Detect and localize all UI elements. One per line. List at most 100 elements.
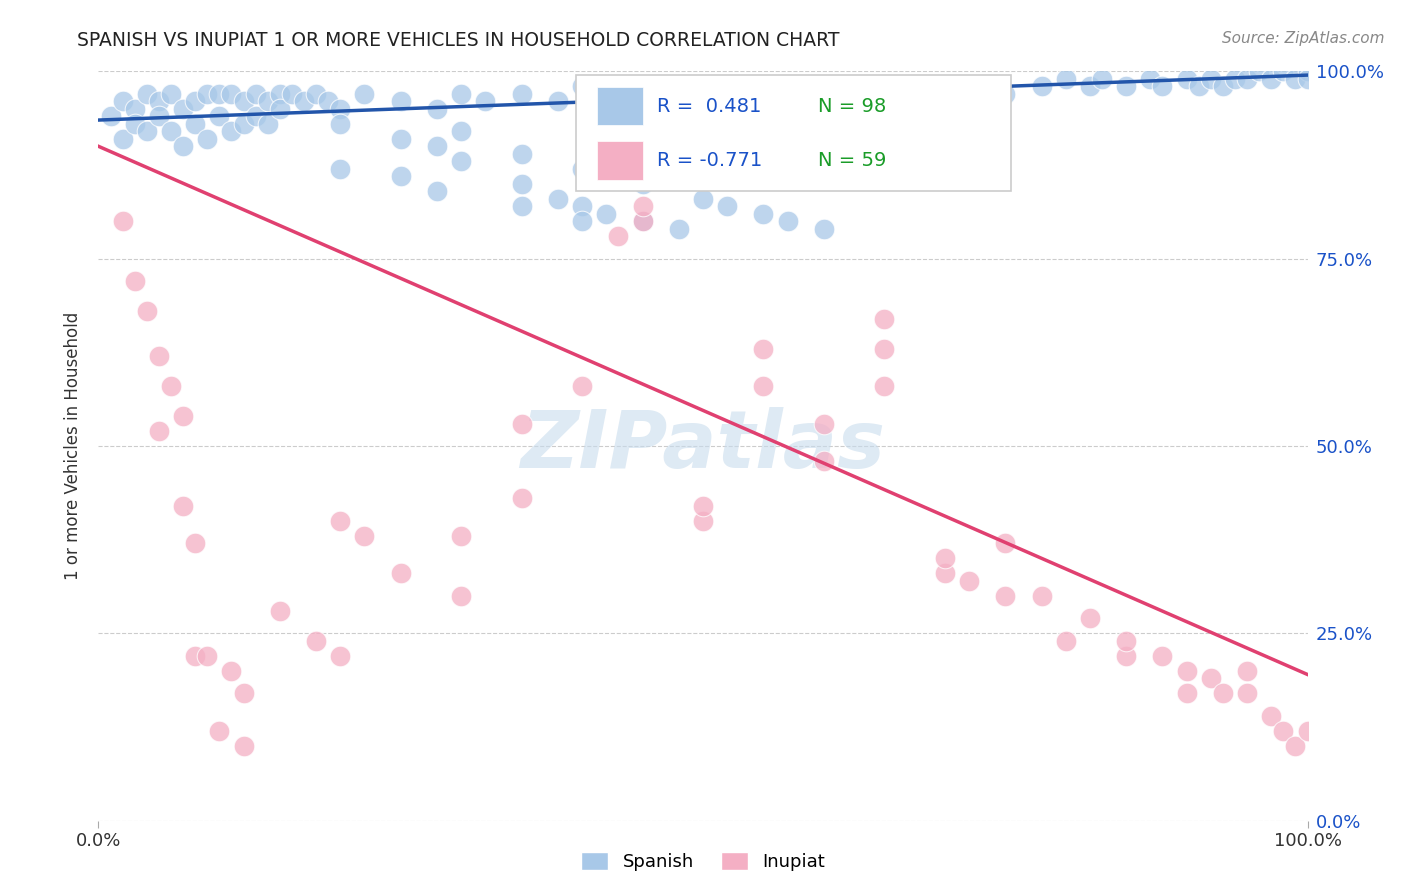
Point <box>692 192 714 206</box>
Point <box>135 124 157 138</box>
Point <box>631 214 654 228</box>
Point <box>221 664 243 678</box>
Point <box>1175 664 1198 678</box>
Point <box>813 454 835 468</box>
Point <box>426 102 449 116</box>
Y-axis label: 1 or more Vehicles in Household: 1 or more Vehicles in Household <box>65 312 83 580</box>
Point <box>1115 648 1137 663</box>
Text: R =  0.481: R = 0.481 <box>657 96 762 116</box>
Point <box>245 109 267 123</box>
Point <box>873 342 896 356</box>
Text: ZIPatlas: ZIPatlas <box>520 407 886 485</box>
Point <box>135 87 157 101</box>
Point <box>256 95 278 109</box>
Point <box>1223 71 1246 86</box>
Point <box>353 529 375 543</box>
Point <box>1284 71 1306 86</box>
Point <box>510 199 533 213</box>
Text: R = -0.771: R = -0.771 <box>657 151 762 169</box>
Point <box>510 177 533 191</box>
Point <box>450 529 472 543</box>
Point <box>813 87 835 101</box>
Bar <box>596 87 643 126</box>
Point <box>195 87 218 101</box>
Point <box>1236 71 1258 86</box>
Point <box>450 124 472 138</box>
Point <box>1296 71 1319 86</box>
Point <box>1054 71 1077 86</box>
Point <box>752 87 775 101</box>
Point <box>305 87 328 101</box>
Point <box>221 124 243 138</box>
Point <box>232 739 254 753</box>
Point <box>232 95 254 109</box>
Point <box>353 87 375 101</box>
Point <box>474 95 496 109</box>
Point <box>232 117 254 131</box>
Point <box>752 207 775 221</box>
Point <box>208 723 231 738</box>
Point <box>631 177 654 191</box>
Point <box>426 184 449 198</box>
Point <box>426 139 449 153</box>
Point <box>1139 71 1161 86</box>
Point <box>1175 71 1198 86</box>
Point <box>607 229 630 244</box>
Point <box>1236 686 1258 700</box>
Point <box>1175 686 1198 700</box>
Point <box>1296 723 1319 738</box>
Point <box>910 79 932 94</box>
Point <box>124 102 146 116</box>
Point <box>172 102 194 116</box>
Point <box>994 87 1017 101</box>
Point <box>329 514 352 528</box>
Point <box>1260 71 1282 86</box>
Point <box>160 379 183 393</box>
Point <box>1260 708 1282 723</box>
Text: Source: ZipAtlas.com: Source: ZipAtlas.com <box>1222 31 1385 46</box>
Point <box>148 95 170 109</box>
Point <box>172 139 194 153</box>
Point <box>716 102 738 116</box>
Point <box>849 79 872 94</box>
Point <box>269 604 291 618</box>
Point <box>692 87 714 101</box>
Point <box>124 117 146 131</box>
Point <box>184 536 207 550</box>
Point <box>510 87 533 101</box>
Point <box>160 124 183 138</box>
Point <box>631 199 654 213</box>
Legend: Spanish, Inupiat: Spanish, Inupiat <box>574 845 832 879</box>
Point <box>1115 79 1137 94</box>
Point <box>1152 79 1174 94</box>
Point <box>172 499 194 513</box>
Point <box>510 417 533 431</box>
Point <box>957 574 980 588</box>
FancyBboxPatch shape <box>576 75 1011 191</box>
Point <box>1078 79 1101 94</box>
Point <box>1188 79 1211 94</box>
Point <box>571 199 593 213</box>
Point <box>316 95 339 109</box>
Point <box>111 214 134 228</box>
Point <box>208 109 231 123</box>
Point <box>184 95 207 109</box>
Point <box>1284 739 1306 753</box>
Point <box>813 221 835 235</box>
Point <box>752 379 775 393</box>
Point <box>631 214 654 228</box>
Point <box>329 648 352 663</box>
Point <box>1199 671 1222 685</box>
Point <box>172 409 194 423</box>
Point <box>281 87 304 101</box>
Point <box>692 514 714 528</box>
Point <box>571 161 593 176</box>
Point <box>571 79 593 94</box>
Point <box>195 648 218 663</box>
Point <box>389 132 412 146</box>
Point <box>789 79 811 94</box>
Point <box>571 214 593 228</box>
Point <box>389 95 412 109</box>
Point <box>135 304 157 318</box>
Point <box>245 87 267 101</box>
